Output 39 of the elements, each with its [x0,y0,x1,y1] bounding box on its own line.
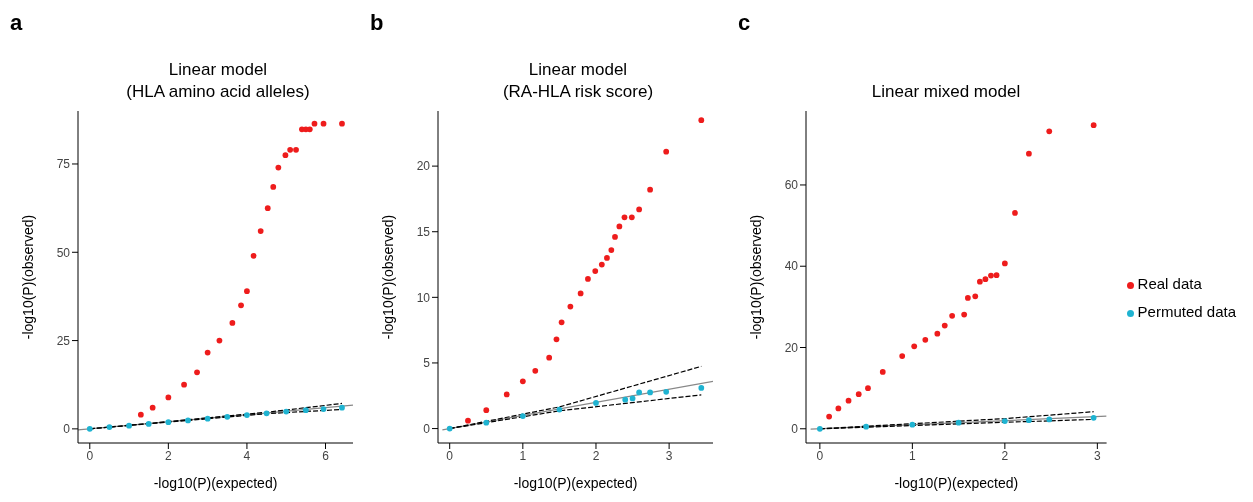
text: b [370,10,384,36]
legend-label: Permuted data [1137,303,1236,320]
x-tick-label: 2 [1001,448,1009,463]
x-tick-label: 4 [243,448,251,463]
y-tick-label: 5 [423,356,431,371]
y-tick-label: 0 [63,422,71,437]
x-tick-label: 1 [519,448,527,463]
y-tick-label: 0 [791,422,799,437]
y-tick-label: 10 [416,290,431,305]
x-tick-label: 0 [816,448,824,463]
x-tick-label: 3 [1094,448,1101,463]
chart-title: Linear model (RA-HLA risk score) [502,59,654,103]
y-axis-title: -log10(P)(observed) [19,214,36,340]
x-tick-label: 2 [165,448,173,463]
x-tick-label: 0 [446,448,454,463]
legend-label: Real data [1137,275,1202,292]
y-tick-label: 40 [784,259,799,274]
y-axis-title: -log10(P)(observed) [747,214,764,340]
y-tick-label: 20 [784,340,799,355]
x-axis-title: -log10(P)(expected) [894,475,1019,491]
x-axis-title: -log10(P)(expected) [513,475,638,491]
chart-title: Linear mixed model [871,81,1021,103]
y-tick-label: 0 [423,421,431,436]
text: c [738,10,751,36]
text: a [10,10,23,36]
y-tick-label: 25 [56,333,71,348]
x-tick-label: 1 [909,448,917,463]
x-tick-label: 6 [322,448,330,463]
y-tick-label: 50 [56,245,71,260]
chart-title: Linear model (HLA amino acid alleles) [126,59,310,103]
x-tick-label: 3 [665,448,673,463]
x-axis-title: -log10(P)(expected) [153,475,278,491]
y-axis-title: -log10(P)(observed) [379,214,396,340]
x-tick-label: 0 [86,448,94,463]
y-tick-label: 60 [784,178,799,193]
y-tick-label: 20 [416,159,431,174]
x-tick-label: 2 [592,448,600,463]
y-tick-label: 15 [416,224,431,239]
y-tick-label: 75 [56,157,71,172]
